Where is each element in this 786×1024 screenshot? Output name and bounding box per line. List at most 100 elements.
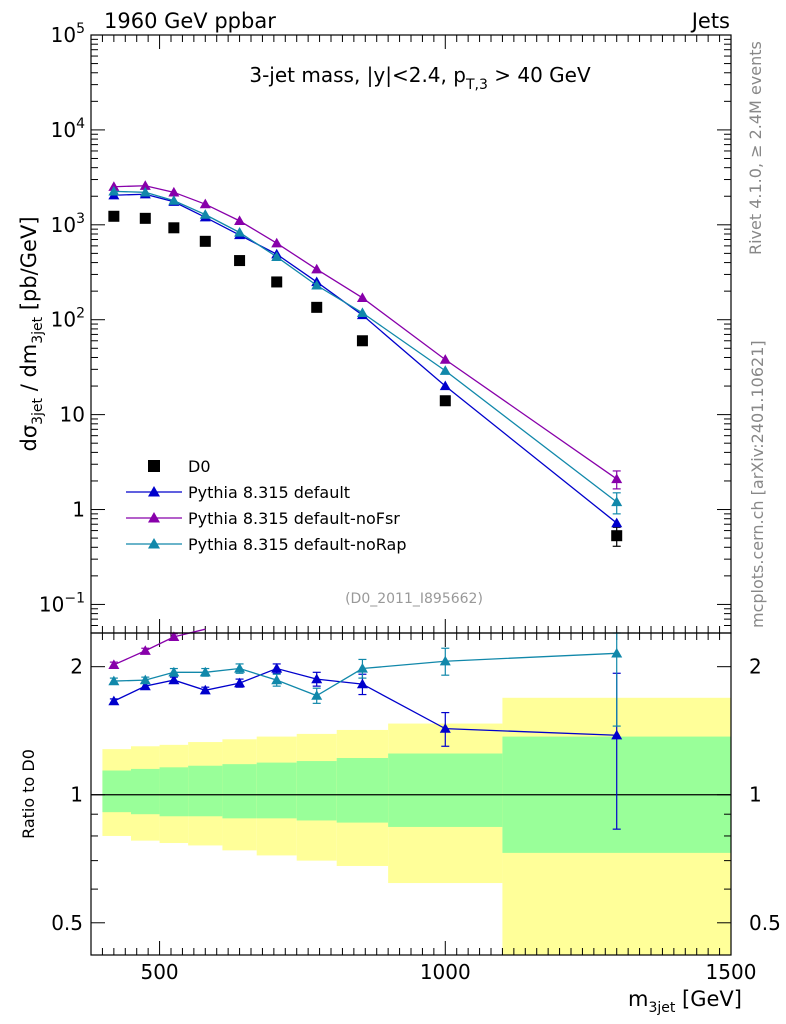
y-tick-label: 10 — [60, 403, 85, 427]
data-point-d0 — [611, 530, 623, 542]
ratio-point-norap — [168, 666, 180, 677]
side-label-bottom: mcplots.cern.ch [arXiv:2401.10621] — [748, 340, 767, 628]
data-point-d0 — [139, 212, 151, 224]
ratio-point-norap — [234, 663, 246, 673]
legend-label-default: Pythia 8.315 default — [188, 483, 350, 502]
y-tick-label: 10−1 — [39, 590, 85, 616]
stat-uncertainty-band — [336, 757, 389, 823]
data-point-default — [439, 380, 451, 391]
ratio-line-norap — [113, 652, 617, 697]
stat-uncertainty-band — [102, 770, 131, 813]
ratio-point-norap — [271, 674, 283, 685]
y-tick-label: 104 — [51, 116, 85, 142]
data-point-nofsr — [311, 263, 323, 274]
data-point-norap — [311, 279, 323, 290]
ratio-point-nofsr — [139, 645, 151, 655]
ratio-point-norap — [356, 663, 368, 673]
ratio-point-default — [108, 695, 120, 706]
ratio-point-default — [439, 723, 451, 733]
legend-marker-default — [148, 486, 160, 497]
data-point-nofsr — [611, 473, 623, 484]
plot-title: 3-jet mass, |y|<2.4, pT,3 > 40 GeV — [249, 63, 591, 93]
data-point-nofsr — [356, 292, 368, 302]
stat-uncertainty-band — [159, 767, 189, 817]
ratio-point-nofsr — [168, 631, 180, 642]
ratio-point-norap — [311, 690, 323, 700]
stat-uncertainty-band — [222, 764, 257, 819]
legend-label-norap: Pythia 8.315 default-noRap — [188, 535, 406, 554]
data-point-nofsr — [439, 354, 451, 364]
data-point-default — [611, 517, 623, 528]
x-tick-label: 1000 — [420, 960, 471, 984]
data-point-d0 — [168, 222, 180, 234]
x-axis-label: m3jet [GeV] — [628, 987, 742, 1016]
data-point-norap — [199, 209, 211, 219]
y-tick-label: 103 — [51, 211, 85, 237]
legend-marker-nofsr — [148, 512, 160, 523]
ratio-y-tick-label: 0.5 — [51, 911, 83, 935]
data-point-d0 — [271, 276, 283, 288]
legend-marker-norap — [148, 538, 160, 549]
legend: D0 Pythia 8.315 default Pythia 8.315 defau… — [126, 457, 406, 554]
ratio-point-default — [611, 729, 623, 740]
data-point-norap — [611, 496, 623, 507]
ratio-y-tick-label: 1 — [70, 783, 83, 807]
ratio-y-tick-label-right: 2 — [749, 655, 762, 679]
ratio-point-default — [271, 663, 283, 673]
ratio-point-norap — [108, 675, 120, 686]
ratio-point-norap — [139, 674, 151, 685]
y-tick-label: 1 — [72, 498, 85, 522]
legend-label-nofsr: Pythia 8.315 default-noFsr — [188, 509, 400, 528]
data-point-norap — [439, 365, 451, 375]
y-tick-label: 102 — [51, 306, 85, 332]
legend-marker-d0 — [148, 460, 160, 472]
ratio-plot: 0.5 0.5 1 1 2 2 500 1000 1500 Ratio to D0 m3jet … — [19, 628, 781, 1016]
data-point-d0 — [234, 255, 246, 267]
main-plot: 10−1 1 10 102 103 104 105 3-jet mass, |y|<2.4,… — [17, 21, 732, 634]
ratio-point-default — [168, 674, 180, 685]
data-point-nofsr — [234, 215, 246, 226]
ratio-point-norap — [439, 655, 451, 666]
data-point-d0 — [108, 210, 120, 222]
x-tick-label: 1500 — [706, 960, 757, 984]
data-point-norap — [234, 226, 246, 237]
series-line-nofsr — [113, 185, 618, 480]
data-point-norap — [139, 186, 151, 197]
ratio-y-axis-label: Ratio to D0 — [19, 749, 38, 839]
ratio-point-default — [234, 677, 246, 688]
stat-uncertainty-band — [388, 753, 503, 827]
ratio-line-default — [113, 667, 617, 736]
data-point-d0 — [199, 235, 211, 247]
header-right: Jets — [690, 9, 730, 33]
analysis-watermark: (D0_2011_I895662) — [345, 591, 483, 607]
stat-uncertainty-band — [256, 762, 297, 819]
y-tick-label: 105 — [51, 21, 85, 47]
ratio-point-default — [199, 684, 211, 695]
ratio-y-tick-label-right: 1 — [749, 783, 762, 807]
ratio-point-norap — [611, 647, 623, 658]
legend-label-d0: D0 — [188, 457, 211, 476]
x-tick-label: 500 — [140, 960, 178, 984]
data-point-d0 — [311, 301, 323, 313]
data-point-d0 — [356, 335, 368, 347]
data-point-norap — [168, 195, 180, 205]
ratio-y-tick-label-right: 0.5 — [749, 911, 781, 935]
ratio-point-default — [139, 680, 151, 691]
ratio-point-nofsr — [108, 659, 120, 669]
ratio-y-tick-label: 2 — [70, 655, 83, 679]
data-point-norap — [108, 185, 120, 196]
ratio-point-default — [356, 678, 368, 689]
data-point-nofsr — [199, 198, 211, 209]
side-label-top: Rivet 4.1.0, ≥ 2.4M events — [746, 41, 765, 255]
y-axis-label: dσ3jet / dm3jet [pb/GeV] — [17, 216, 46, 451]
data-point-nofsr — [139, 180, 151, 190]
stat-uncertainty-band — [131, 768, 160, 815]
data-point-norap — [356, 307, 368, 318]
ratio-point-default — [311, 673, 323, 684]
ratio-point-norap — [199, 666, 211, 677]
header-left: 1960 GeV ppbar — [104, 9, 276, 33]
stat-uncertainty-band — [296, 761, 337, 821]
data-point-d0 — [439, 395, 451, 407]
data-point-norap — [271, 251, 283, 261]
